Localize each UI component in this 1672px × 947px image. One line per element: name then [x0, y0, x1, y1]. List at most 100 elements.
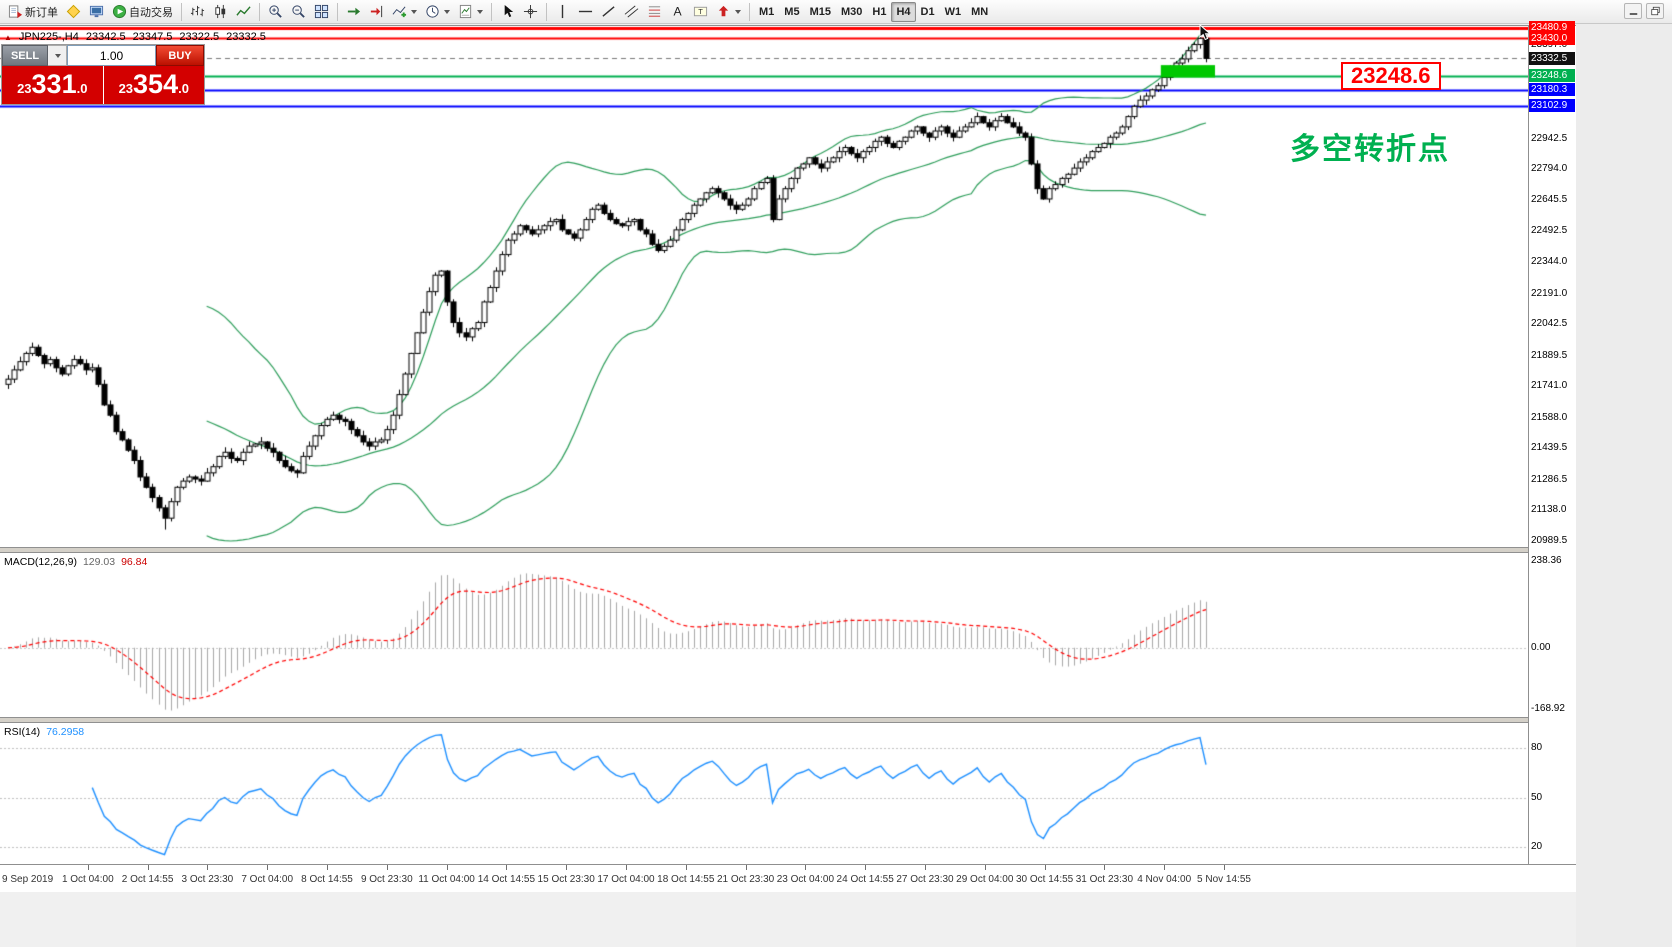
price-tick-label: 21138.0: [1531, 504, 1567, 516]
toolbar-separator: [491, 2, 492, 21]
time-tick-label: 4 Nov 04:00: [1137, 874, 1192, 885]
text-icon: A: [670, 4, 685, 19]
sell-button[interactable]: SELL: [2, 45, 48, 66]
tile-windows-button[interactable]: [310, 2, 333, 22]
tile-windows-icon: [314, 4, 329, 19]
label-icon: T: [693, 4, 708, 19]
macd-label: MACD(12,26,9) 129.03 96.84: [4, 556, 148, 568]
line-chart-icon: [236, 4, 251, 19]
price-tick-label: 21286.5: [1531, 473, 1568, 485]
fibonacci-button[interactable]: [643, 2, 666, 22]
svg-text:A: A: [673, 5, 682, 19]
sell-price[interactable]: 23 331.0: [17, 69, 88, 99]
rsi-tick-label: 80: [1531, 741, 1543, 753]
toolbar-separator: [337, 2, 338, 21]
candlestick-button[interactable]: [209, 2, 232, 22]
price-line-label: 23180.3: [1529, 83, 1575, 97]
time-tick: [805, 865, 807, 870]
timeframe-h4-button[interactable]: H4: [891, 1, 916, 22]
line-chart-button[interactable]: [232, 2, 255, 22]
crosshair-button[interactable]: [519, 2, 542, 22]
timeframe-m30-button[interactable]: M30: [836, 2, 867, 22]
window-minimize-button[interactable]: [1624, 3, 1642, 19]
price-tick-label: 21439.5: [1531, 442, 1568, 454]
time-tick: [87, 865, 89, 870]
channel-icon: [624, 4, 639, 19]
time-axis[interactable]: 9 Sep 2019 1 Oct 04:00 2 Oct 14:55 3 Oct 23…: [0, 864, 1576, 892]
price-tick-label: 21588.0: [1531, 411, 1568, 423]
volume-dropdown[interactable]: [48, 45, 67, 66]
price-line-label: 23430.0: [1529, 31, 1575, 45]
macd-canvas[interactable]: [0, 553, 1528, 717]
volume-input[interactable]: [67, 45, 156, 66]
time-tick: [685, 865, 687, 870]
trendline-button[interactable]: [597, 2, 620, 22]
price-axis[interactable]: 23397.022942.522794.022645.522492.522344…: [1528, 21, 1576, 864]
buy-price[interactable]: 23 354.0: [118, 69, 189, 99]
label-button[interactable]: T: [689, 2, 712, 22]
chart-shift-icon: [369, 4, 384, 19]
indicators-button[interactable]: [388, 2, 421, 22]
chevron-down-icon: [411, 9, 417, 14]
time-tick: [984, 865, 986, 870]
cursor-button[interactable]: [496, 2, 519, 22]
window-restore-button[interactable]: [1646, 3, 1664, 19]
zoom-in-button[interactable]: [264, 2, 287, 22]
price-tick-label: 22794.0: [1531, 163, 1568, 175]
horizontal-line-button[interactable]: [574, 2, 597, 22]
price-tick-label: 22042.5: [1531, 318, 1568, 330]
timeframe-mn-button[interactable]: MN: [966, 2, 993, 22]
time-tick: [267, 865, 269, 870]
arrows-button[interactable]: [712, 2, 745, 22]
time-tick-label: 14 Oct 14:55: [477, 874, 536, 885]
rsi-canvas[interactable]: [0, 723, 1528, 864]
macd-tick-label: 0.00: [1531, 641, 1551, 653]
time-tick-label: 9 Oct 23:30: [360, 874, 413, 885]
macd-tick-label: -168.92: [1531, 703, 1565, 715]
price-tick-label: 22645.5: [1531, 193, 1568, 205]
time-tick-label: 2 Oct 14:55: [121, 874, 174, 885]
panel-divider-rsi[interactable]: [0, 717, 1576, 723]
main-chart-canvas[interactable]: [0, 26, 1528, 547]
timeframe-m1-button[interactable]: M1: [754, 2, 779, 22]
text-button[interactable]: A: [666, 2, 689, 22]
chart-top-border: [0, 25, 1576, 26]
zoom-out-button[interactable]: [287, 2, 310, 22]
time-tick: [745, 865, 747, 870]
metaeditor-button[interactable]: [62, 2, 85, 22]
time-tick-label: 21 Oct 23:30: [716, 874, 775, 885]
time-tick: [446, 865, 448, 870]
channel-button[interactable]: [620, 2, 643, 22]
timeframe-m5-button[interactable]: M5: [779, 2, 804, 22]
autotrading-button[interactable]: 自动交易: [108, 2, 177, 22]
ohlc-high: 23347.5: [132, 31, 173, 43]
templates-button[interactable]: [454, 2, 487, 22]
timeframe-d1-button[interactable]: D1: [916, 2, 940, 22]
timeframe-mn-button-label: MN: [971, 5, 989, 18]
time-tick-label: 18 Oct 14:55: [657, 874, 715, 885]
timeframe-h1-button[interactable]: H1: [867, 2, 891, 22]
templates-icon: [458, 4, 473, 19]
chart-annotation[interactable]: 多空转折点: [1290, 132, 1450, 167]
price-line-label: 23480.9: [1529, 21, 1575, 35]
buy-button[interactable]: BUY: [156, 45, 204, 66]
toolbar-separator: [259, 2, 260, 21]
time-tick: [327, 865, 328, 870]
crosshair-icon: [523, 4, 538, 19]
new-order-button[interactable]: 新订单: [4, 2, 62, 22]
time-tick-label: 31 Oct 23:30: [1075, 874, 1134, 885]
pivot-price-label[interactable]: 23248.6: [1341, 62, 1441, 90]
time-tick: [506, 865, 508, 870]
vertical-line-button[interactable]: [551, 2, 574, 22]
panel-divider-macd[interactable]: [0, 547, 1576, 553]
auto-scroll-button[interactable]: [342, 2, 365, 22]
timeframe-m15-button[interactable]: M15: [805, 2, 836, 22]
ohlc-low: 23322.5: [179, 31, 220, 43]
bar-chart-button[interactable]: [186, 2, 209, 22]
periods-button[interactable]: [421, 2, 454, 22]
terminal-button[interactable]: [85, 2, 108, 22]
timeframe-h4-button-label: H4: [896, 5, 911, 18]
chart-shift-button[interactable]: [365, 2, 388, 22]
timeframe-w1-button[interactable]: W1: [940, 2, 967, 22]
